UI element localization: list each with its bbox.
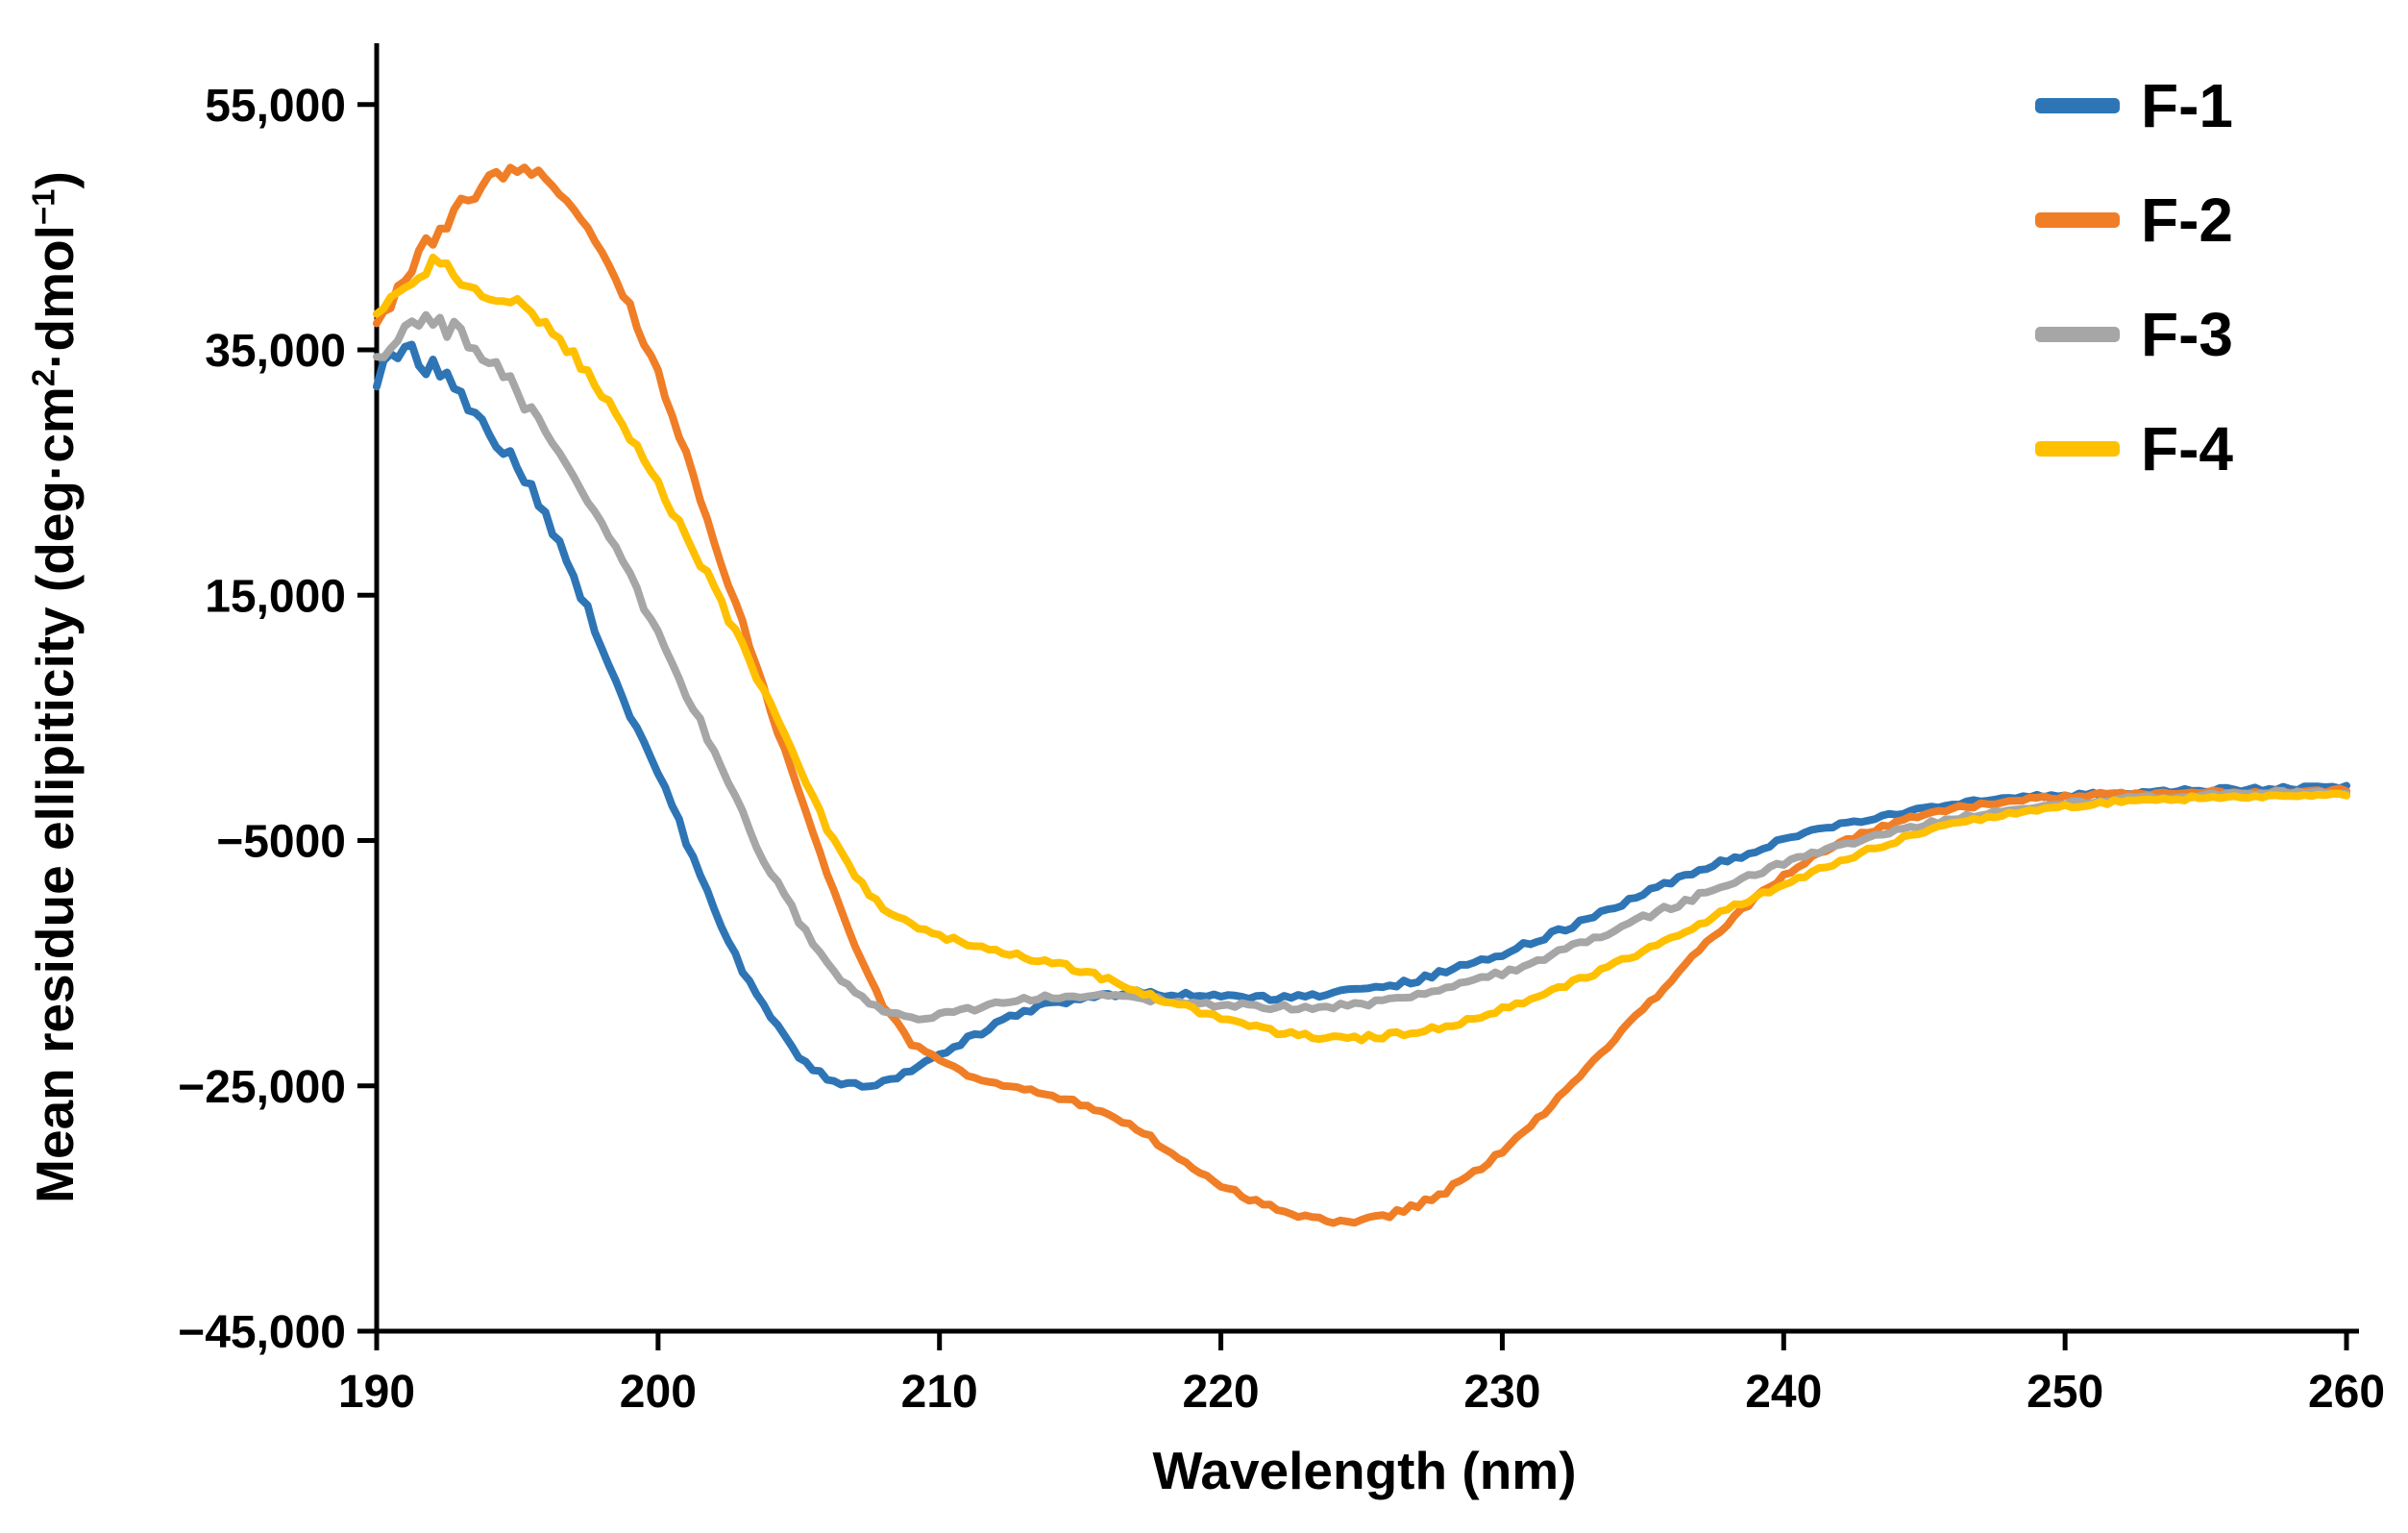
y-axis-title-mid: ·dmol xyxy=(25,225,85,369)
series-line-f-2 xyxy=(373,163,2350,1227)
y-tick-label: −25,000 xyxy=(178,1062,346,1113)
y-tick-label: 35,000 xyxy=(205,326,346,377)
x-tick-label: 240 xyxy=(1745,1367,1822,1418)
legend-swatch-f-3 xyxy=(2035,326,2120,342)
y-axis-title-superscript-minus-1: −1 xyxy=(25,188,61,226)
y-axis-title-close: ) xyxy=(25,171,85,189)
x-tick-label: 210 xyxy=(901,1367,978,1418)
legend-label-f-4: F-4 xyxy=(2141,413,2233,483)
y-tick-label: 55,000 xyxy=(205,81,346,132)
x-tick-label: 260 xyxy=(2308,1367,2385,1418)
legend-label-f-1: F-1 xyxy=(2141,70,2233,140)
legend-label-f-2: F-2 xyxy=(2141,185,2233,255)
x-tick-label: 230 xyxy=(1463,1367,1540,1418)
legend-item-f-1: F-1 xyxy=(2035,48,2233,162)
x-axis-title: Wavelength (nm) xyxy=(1152,1441,1577,1500)
series-line-f-4 xyxy=(373,253,2350,1045)
x-tick-label: 190 xyxy=(338,1367,415,1418)
legend: F-1 F-2 F-3 F-4 xyxy=(2035,48,2233,506)
y-tick-label: 15,000 xyxy=(205,571,346,622)
legend-swatch-f-4 xyxy=(2035,440,2120,457)
x-tick-label: 200 xyxy=(620,1367,697,1418)
legend-swatch-f-1 xyxy=(2035,97,2120,113)
y-tick-label: −45,000 xyxy=(178,1307,346,1358)
y-axis-title-text: Mean residue ellipiticity (deg·cm xyxy=(25,386,85,1203)
legend-item-f-4: F-4 xyxy=(2035,391,2233,506)
x-tick-label: 220 xyxy=(1183,1367,1260,1418)
legend-item-f-2: F-2 xyxy=(2035,162,2233,277)
x-tick-label: 250 xyxy=(2027,1367,2103,1418)
y-axis-title-superscript-2: 2 xyxy=(25,368,61,387)
y-axis-title: Mean residue ellipiticity (deg·cm2·dmol−… xyxy=(24,171,86,1203)
legend-label-f-3: F-3 xyxy=(2141,299,2233,369)
legend-swatch-f-2 xyxy=(2035,211,2120,228)
legend-item-f-3: F-3 xyxy=(2035,277,2233,391)
y-tick-label: −5000 xyxy=(216,817,346,868)
